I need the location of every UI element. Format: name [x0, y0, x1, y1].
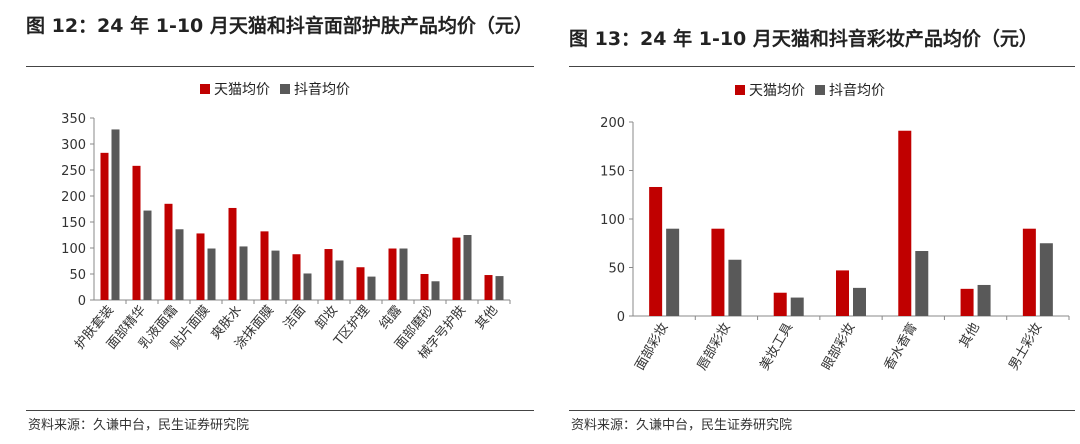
legend-swatch — [735, 85, 745, 95]
chart-panel-left: 图 12：24 年 1-10 月天猫和抖音面部护肤产品均价（元） 0 50 100 1… — [26, 15, 534, 433]
y-tick-label: 350 — [61, 112, 86, 127]
source-note: 资料来源：久谦中台，民生证券研究院 — [28, 418, 250, 433]
y-tick-label: 150 — [61, 216, 86, 231]
bar-douyin — [111, 129, 120, 300]
bar-chart-face-care-prices: 050100150200250300350护肤套装面部精华乳液面霜贴片面膜爽肤水… — [61, 81, 511, 362]
bar-chart-makeup-prices: 0 50 100 150 200 面部彩妆 唇部彩妆 美妆工具 眼部彩妆 香水香膏 其他 男士彩妆 天猫… — [600, 82, 1070, 374]
bar-douyin — [977, 284, 991, 316]
legend-label: 抖音均价 — [829, 82, 885, 99]
bar-tmall — [898, 130, 912, 316]
bar-tmall — [836, 270, 849, 316]
bar-douyin — [399, 248, 408, 300]
legend-swatch — [200, 84, 210, 94]
source-note: 资料来源：久谦中台，民生证券研究院 — [571, 418, 793, 433]
bar-douyin — [431, 281, 440, 300]
bar-tmall — [292, 254, 301, 300]
y-tick-label: 0 — [78, 294, 86, 309]
bar-douyin — [143, 210, 152, 300]
bar-tmall — [649, 186, 663, 316]
y-tick-label: 200 — [600, 116, 625, 131]
y-tick-label: 50 — [608, 262, 625, 277]
x-tick-label: 其他 — [473, 303, 501, 333]
x-tick-label: 男士彩妆 — [1006, 321, 1045, 374]
bar-tmall — [1022, 228, 1036, 316]
y-tick-label: 50 — [69, 268, 86, 283]
y-tick-label: 250 — [61, 164, 86, 179]
x-tick-label: 眼部彩妆 — [819, 321, 858, 374]
bar-tmall — [452, 237, 461, 300]
legend-swatch — [280, 84, 290, 94]
bar-douyin — [207, 248, 216, 300]
title-rule — [26, 66, 534, 67]
x-tick-label: 美妆工具 — [757, 321, 796, 374]
x-tick-label: 唇部彩妆 — [695, 321, 734, 374]
legend-label: 天猫均价 — [214, 82, 270, 98]
bar-tmall — [960, 288, 974, 316]
bar-douyin — [367, 276, 376, 300]
source-rule — [26, 410, 534, 411]
x-tick-label: 其他 — [957, 321, 983, 351]
bar-tmall — [164, 203, 173, 300]
bar-tmall — [100, 152, 109, 300]
x-tick-label: 面部彩妆 — [633, 321, 672, 374]
bar-douyin — [495, 276, 504, 300]
legend-swatch — [815, 85, 825, 95]
bar-douyin — [790, 297, 804, 316]
bar-douyin — [175, 229, 184, 300]
bar-douyin — [271, 250, 280, 300]
bar-tmall — [356, 267, 365, 300]
bar-tmall — [484, 275, 493, 300]
bar-douyin — [335, 260, 344, 300]
bar-douyin — [1039, 243, 1053, 316]
bar-douyin — [915, 251, 929, 316]
bar-tmall — [711, 228, 725, 316]
bar-douyin — [728, 259, 742, 316]
bar-douyin — [853, 287, 866, 316]
x-tick-label: 纯露 — [377, 303, 405, 333]
bar-tmall — [260, 231, 269, 300]
legend-label: 天猫均价 — [749, 83, 805, 99]
bar-tmall — [132, 165, 141, 300]
y-tick-label: 300 — [61, 138, 86, 153]
chart-title: 图 13：24 年 1-10 月天猫和抖音彩妆产品均价（元） — [569, 28, 1038, 50]
bar-douyin — [239, 246, 248, 300]
y-tick-label: 100 — [61, 242, 86, 257]
chart-panel-right: 图 13：24 年 1-10 月天猫和抖音彩妆产品均价（元） 0 50 100 150… — [555, 0, 1080, 444]
bar-douyin — [666, 228, 680, 316]
bar-tmall — [388, 248, 397, 300]
title-rule — [569, 66, 1075, 67]
x-tick-label: 卸妆 — [312, 302, 341, 332]
bar-douyin — [463, 235, 472, 300]
y-tick-label: 100 — [600, 213, 625, 228]
legend-label: 抖音均价 — [294, 81, 350, 98]
bar-douyin — [303, 273, 312, 300]
x-tick-label: 洁面 — [281, 303, 309, 333]
chart-title: 图 12：24 年 1-10 月天猫和抖音面部护肤产品均价（元） — [26, 15, 533, 37]
bar-tmall — [773, 292, 787, 316]
bar-tmall — [196, 233, 205, 300]
source-rule — [569, 410, 1075, 411]
bar-tmall — [324, 249, 333, 300]
y-tick-label: 200 — [61, 190, 86, 205]
y-tick-label: 150 — [600, 165, 625, 180]
x-tick-label: 香水香膏 — [881, 320, 921, 373]
y-tick-label: 0 — [617, 310, 625, 325]
bar-tmall — [228, 207, 237, 300]
bar-tmall — [420, 274, 429, 300]
